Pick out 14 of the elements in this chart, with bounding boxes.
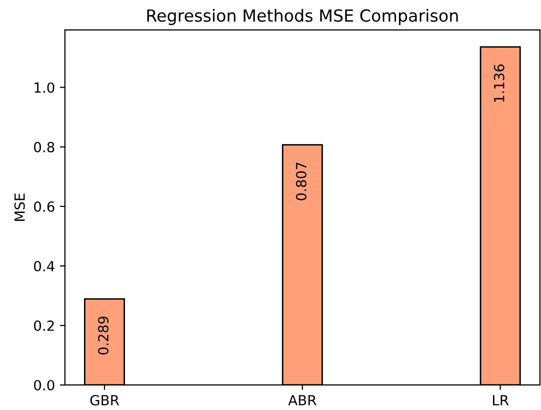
data-label: 0.807 [296,162,306,200]
y-tick-label: 0.6 [34,201,54,212]
data-label: 1.136 [494,64,504,102]
x-tick-label: ABR [288,395,316,406]
x-tick-label: LR [493,395,509,406]
chart-title: Regression Methods MSE Comparison [147,8,458,26]
y-axis-title: MSE [14,194,25,221]
y-tick-label: 1.0 [34,82,54,93]
y-tick-label: 0.4 [34,260,54,272]
y-tick-label: 0.0 [34,380,54,390]
x-tick-label: GBR [90,394,120,406]
data-label: 0.289 [98,316,109,354]
y-tick-label: 0.2 [34,320,54,331]
y-tick-label: 0.8 [34,142,54,152]
